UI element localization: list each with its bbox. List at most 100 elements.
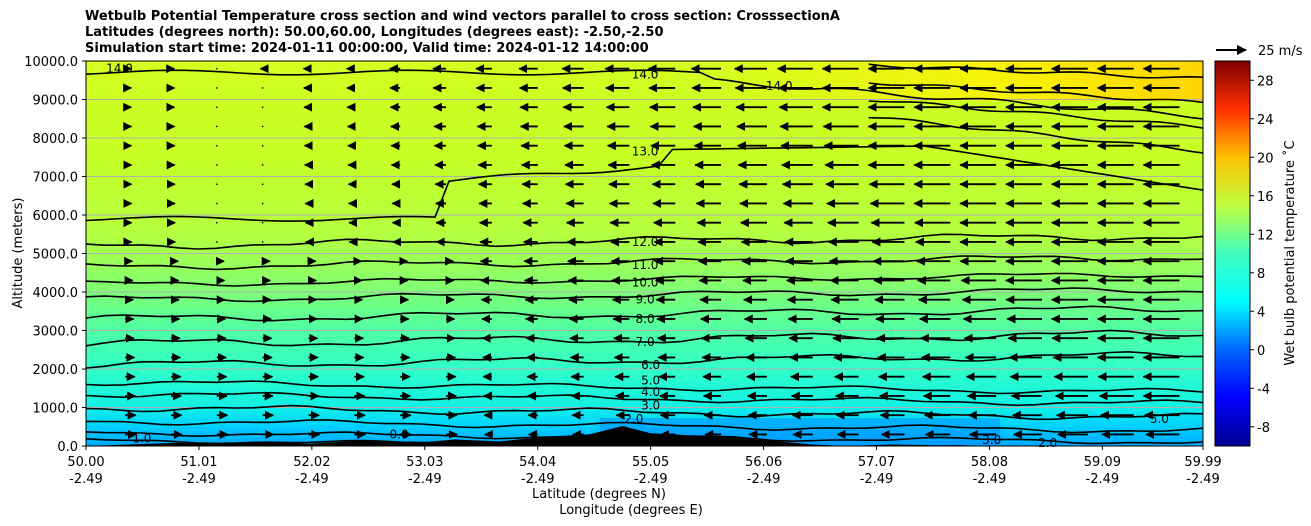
contour-label: 3.0 [982, 433, 1001, 447]
colorbar-label: Wet bulb potential temperature ˚C [1282, 140, 1298, 365]
contour-line [86, 233, 1203, 250]
x-tick-label-lat: 54.04 [519, 455, 556, 470]
wind-vectors [123, 64, 1180, 439]
wind-vector [261, 202, 264, 205]
x-tick-label-lat: 56.06 [745, 455, 782, 470]
x-tick-label-lon: -2.49 [408, 472, 442, 487]
contour-line [86, 272, 1203, 287]
colorbar-gradient [1214, 60, 1251, 447]
wind-vector [261, 164, 264, 166]
x-tick-label-lat: 59.09 [1084, 455, 1121, 470]
colorbar-tick-label: -8 [1257, 421, 1270, 436]
wind-vector [261, 125, 264, 128]
contour-line [868, 82, 1203, 104]
colorbar-tick-label: 28 [1257, 74, 1274, 89]
contour-label: 14.0 [632, 67, 659, 81]
contour-label: 9.0 [636, 293, 655, 307]
contour-label: 14.0 [766, 79, 793, 93]
x-tick-label-lon: -2.49 [860, 472, 894, 487]
colorbar-tick-label: 4 [1257, 305, 1265, 320]
x-tick-label-lon: -2.49 [69, 472, 103, 487]
y-axis: 0.0 1000.0 2000.0 3000.0 4000.0 5000.0 6000.0 7… [24, 55, 86, 455]
wind-vector [261, 241, 264, 243]
wind-vector [261, 221, 264, 224]
contour-line [86, 255, 1203, 271]
x-tick-label-lon: -2.49 [973, 472, 1007, 487]
wind-vector [261, 183, 264, 185]
contour-label: 14.0 [106, 62, 133, 76]
gridlines [86, 99, 1203, 408]
wind-vector [216, 183, 218, 185]
contour-label: 4.0 [641, 385, 660, 399]
y-tick-label: 1000.0 [33, 402, 79, 417]
colorbar-tick-label: 24 [1257, 113, 1274, 128]
x-tick-label-lat: 55.05 [632, 455, 669, 470]
wind-vector [216, 164, 218, 166]
wind-vector [216, 221, 218, 224]
chart-title-line-3: Simulation start time: 2024-01-11 00:00:… [85, 41, 649, 56]
contour-line [868, 100, 1203, 129]
wind-vector [216, 106, 218, 108]
colorbar-tick-label: 20 [1257, 151, 1274, 166]
contour-label: 11.0 [632, 258, 659, 272]
contour-label: 6.0 [641, 358, 660, 372]
wind-vector [261, 144, 264, 147]
colorbar: -8 -4 0 4 8 12 16 20 24 28 Wet bulb potential tem… [1214, 60, 1298, 447]
x-axis-label-latitude: Latitude (degrees N) [532, 487, 666, 502]
contour-label: 10.0 [632, 275, 659, 289]
colorbar-tick-label: 0 [1257, 344, 1265, 359]
wind-vector [216, 125, 218, 128]
wind-vector [216, 144, 218, 147]
colorbar-tick-label: -4 [1257, 382, 1270, 397]
y-tick-label: 6000.0 [33, 209, 79, 224]
chart-title-line-1: Wetbulb Potential Temperature cross sect… [85, 9, 840, 24]
quiver-key-label: 25 m/s [1258, 44, 1303, 59]
x-tick-label-lon: -2.49 [1186, 472, 1220, 487]
x-tick-label-lon: -2.49 [521, 472, 555, 487]
contour-line [86, 329, 1203, 347]
x-tick-label-lon: -2.49 [295, 472, 329, 487]
x-tick-label-lat: 50.00 [67, 455, 104, 470]
colorbar-ticks: -8 -4 0 4 8 12 16 20 24 28 [1250, 74, 1274, 436]
x-axis: 50.00 -2.49 51.01 -2.49 52.02 -2.49 53.03 -2.49… [67, 446, 1222, 487]
quiver-key: 25 m/s [1216, 44, 1303, 59]
wind-vector [216, 67, 218, 70]
x-tick-label-lat: 53.03 [406, 455, 443, 470]
contour-line [86, 419, 1203, 434]
contour-label: 1.0 [132, 431, 151, 445]
x-tick-label-lon: -2.49 [747, 472, 781, 487]
y-tick-label: 8000.0 [33, 132, 79, 147]
contour-label: 13.0 [632, 144, 659, 158]
y-axis-label: Altitude (meters) [11, 198, 26, 309]
x-tick-label-lat: 57.07 [858, 455, 895, 470]
contour-line [86, 69, 1203, 120]
chart-title: Wetbulb Potential Temperature cross sect… [85, 9, 840, 57]
y-tick-label: 7000.0 [33, 171, 79, 186]
x-tick-label-lat: 51.01 [180, 455, 217, 470]
contour-label: 5.0 [1150, 412, 1169, 426]
y-tick-label: 5000.0 [33, 248, 79, 263]
x-tick-label-lon: -2.49 [1086, 472, 1120, 487]
contour-label: 3.0 [641, 399, 660, 413]
x-tick-label-lat: 58.08 [971, 455, 1008, 470]
y-tick-label: 0.0 [57, 440, 78, 455]
contour-label: 2.0 [624, 412, 643, 426]
y-tick-label: 10000.0 [24, 55, 78, 70]
contour-label: 2.0 [1038, 436, 1057, 450]
contour-label: 12.0 [632, 235, 659, 249]
y-tick-label: 3000.0 [33, 325, 79, 340]
colorbar-tick-label: 12 [1257, 228, 1274, 243]
contour-line [86, 305, 1203, 322]
wind-vector [261, 87, 264, 89]
contour-label: 0.0 [390, 427, 409, 441]
y-tick-label: 2000.0 [33, 363, 79, 378]
terrain-orography [86, 426, 1203, 446]
colorbar-tick-label: 16 [1257, 190, 1274, 205]
x-tick-label-lat: 59.99 [1184, 455, 1221, 470]
y-tick-label: 4000.0 [33, 286, 79, 301]
colorbar-tick-label: 8 [1257, 267, 1265, 282]
contour-labels: 1.02.03.04.05.06.07.08.09.010.011.012.01… [106, 62, 1169, 450]
contour-label: 8.0 [636, 312, 655, 326]
y-tick-label: 9000.0 [33, 94, 79, 109]
